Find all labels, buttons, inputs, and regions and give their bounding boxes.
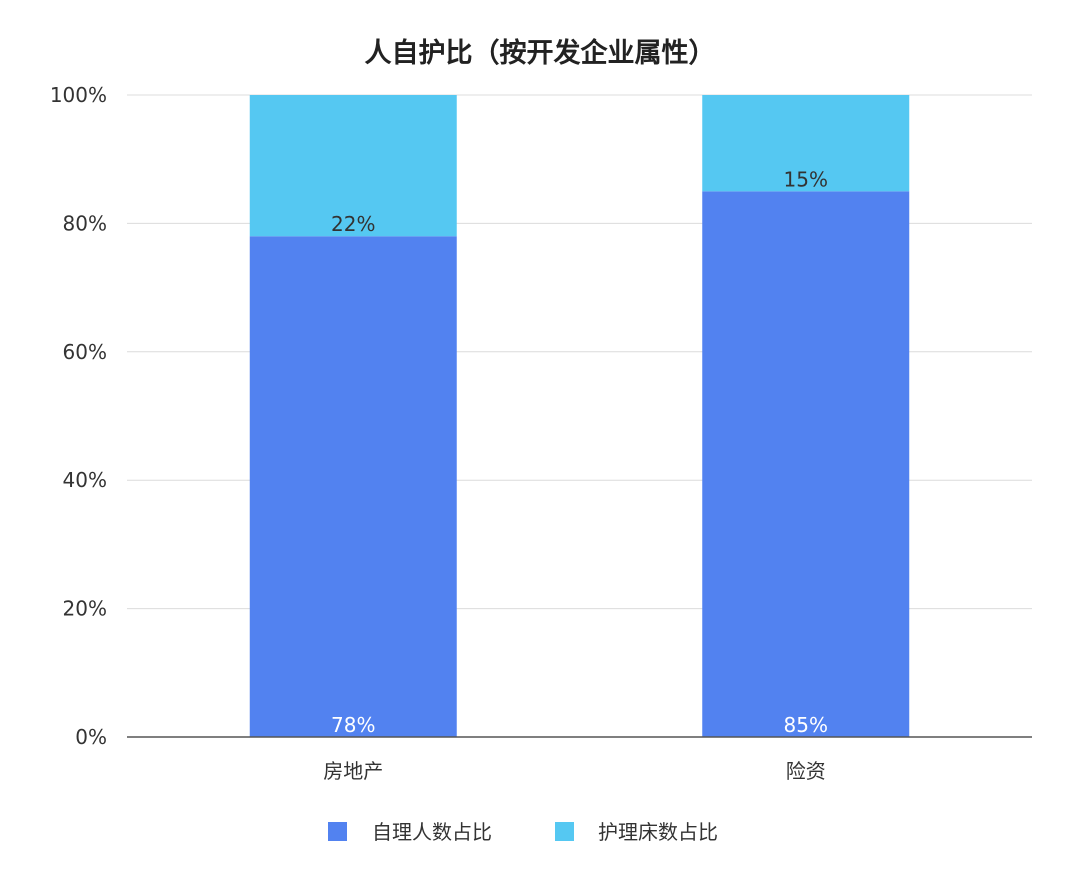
bar-segment xyxy=(249,236,457,738)
data-label: 22% xyxy=(331,212,375,236)
legend-swatch xyxy=(328,822,347,841)
data-label: 15% xyxy=(784,167,828,191)
legend-swatch xyxy=(555,822,574,841)
x-category-label: 房地产 xyxy=(323,759,383,783)
legend: 自理人数占比 护理床数占比 xyxy=(328,820,718,844)
data-label: 85% xyxy=(784,713,828,737)
chart-title: 人自护比（按开发企业属性） xyxy=(365,37,716,69)
bar-segment xyxy=(702,95,910,192)
x-category-label: 险资 xyxy=(786,759,826,783)
y-tick-label: 40% xyxy=(63,468,107,492)
bar-segment xyxy=(702,191,910,738)
y-tick-label: 0% xyxy=(75,725,107,749)
y-axis: 0% 20% 40% 60% 80% 100% xyxy=(50,83,107,749)
y-tick-label: 20% xyxy=(63,597,107,621)
y-tick-label: 60% xyxy=(63,340,107,364)
legend-label: 自理人数占比 xyxy=(372,820,492,844)
bars: 78% 22% 85% 15% xyxy=(249,95,910,738)
data-label: 78% xyxy=(331,713,375,737)
legend-label: 护理床数占比 xyxy=(598,820,718,844)
y-tick-label: 100% xyxy=(50,83,107,107)
y-tick-label: 80% xyxy=(63,211,107,235)
x-axis: 房地产 险资 xyxy=(127,736,1032,783)
bar-segment xyxy=(249,95,457,237)
